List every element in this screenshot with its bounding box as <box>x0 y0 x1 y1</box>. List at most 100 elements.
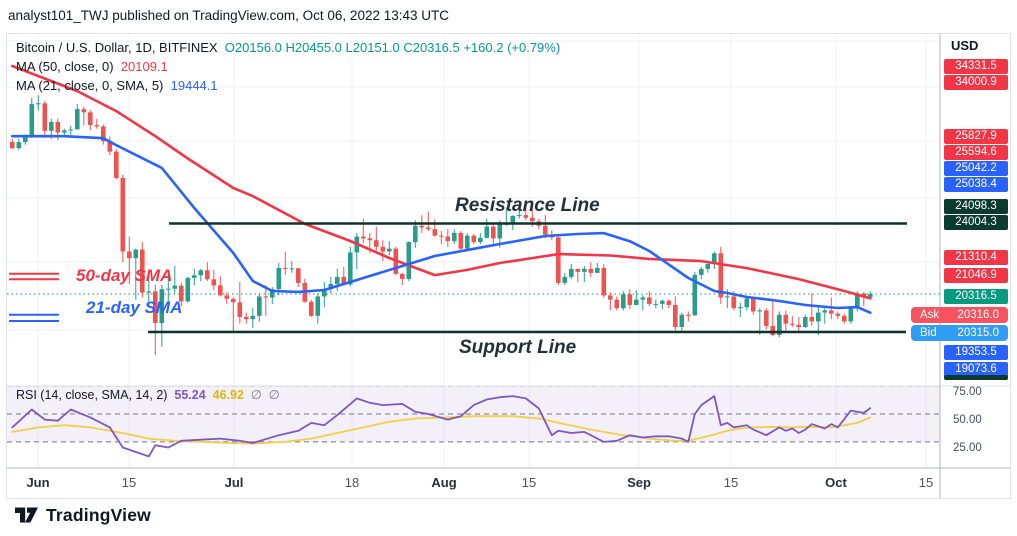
chart-plot-area[interactable] <box>7 34 1010 498</box>
candle-body <box>738 307 743 309</box>
rsi-label: RSI (14, close, SMA, 14, 2) <box>16 388 168 402</box>
candle-body <box>725 296 730 298</box>
ma50-value: 20109.1 <box>120 59 168 74</box>
candle-body <box>380 246 386 252</box>
price-label: 25042.2 <box>944 160 1008 176</box>
symbol-legend-row[interactable]: Bitcoin / U.S. Dollar, 1D, BITFINEX O201… <box>16 39 560 57</box>
candle-body <box>309 301 314 316</box>
time-axis-label: 15 <box>121 475 137 490</box>
candle-body <box>692 274 698 316</box>
candle-body <box>835 313 841 316</box>
rsi-empty-icon: ∅ <box>268 388 280 402</box>
candle-body <box>114 151 119 178</box>
ma50-legend-row[interactable]: MA (50, close, 0) 20109.1 <box>16 58 560 76</box>
rsi-scale-label: 75.00 <box>953 386 982 398</box>
candle-body <box>764 310 769 326</box>
candle-body <box>627 294 633 305</box>
rsi-legend-row[interactable]: RSI (14, close, SMA, 14, 2) 55.24 46.92 … <box>16 387 280 402</box>
candle-body <box>582 268 587 272</box>
candle-body <box>185 277 191 302</box>
candle-body <box>439 235 444 237</box>
chart-container[interactable]: Bitcoin / U.S. Dollar, 1D, BITFINEX O201… <box>6 33 1011 499</box>
ask-price-label: Ask 20316.0 <box>911 306 1008 323</box>
candle-body <box>757 310 763 312</box>
candle-body <box>348 252 353 285</box>
time-axis-label: 15 <box>521 475 537 490</box>
candle-body <box>140 249 145 293</box>
candle-body <box>419 225 425 228</box>
candle-body <box>614 299 620 309</box>
candle-body <box>829 310 834 314</box>
rsi-value: 55.24 <box>174 388 206 402</box>
candle-body <box>517 215 522 217</box>
candle-body <box>237 302 243 317</box>
candle-body <box>296 268 301 283</box>
candle-body <box>127 251 132 259</box>
time-axis-label: Oct <box>825 475 847 490</box>
tradingview-logo-icon <box>15 507 38 523</box>
price-scale-currency[interactable]: USD <box>951 38 979 53</box>
candle-body <box>595 267 600 273</box>
ma21-value: 19444.1 <box>170 78 218 93</box>
candle-body <box>634 299 639 305</box>
candle-body <box>783 314 789 324</box>
support-line-label[interactable]: Support Line <box>459 337 577 358</box>
resistance-line-label[interactable]: Resistance Line <box>455 195 600 216</box>
sma50-annotation[interactable]: 50-day SMA <box>76 266 173 285</box>
candle-body <box>556 237 561 283</box>
candle-body <box>471 235 477 243</box>
candle-body <box>107 141 113 152</box>
candle-body <box>211 279 217 286</box>
time-axis-label: 18 <box>344 475 360 490</box>
ask-label: Ask <box>920 308 940 321</box>
chart-legend: Bitcoin / U.S. Dollar, 1D, BITFINEX O201… <box>16 39 560 96</box>
candle-body <box>809 316 815 322</box>
candle-body <box>16 142 22 149</box>
candle-body <box>68 129 74 131</box>
published-header: analyst101_TWJ published on TradingView.… <box>8 8 449 23</box>
ma21-line <box>11 134 872 315</box>
candle-body <box>231 298 236 303</box>
bid-price-label: Bid 20315.0 <box>911 324 1008 341</box>
candle-body <box>374 240 379 247</box>
candle-body <box>751 298 756 312</box>
candle-body <box>497 223 503 239</box>
price-label: 25827.9 <box>944 128 1008 144</box>
candle-body <box>23 135 28 143</box>
candle-body <box>608 295 613 300</box>
ma21-legend-row[interactable]: MA (21, close, 0, SMA, 5) 19444.1 <box>16 77 560 95</box>
time-axis-label: Jul <box>224 475 244 490</box>
candle-body <box>705 263 711 269</box>
candle-body <box>601 267 607 296</box>
footer-brand[interactable]: TradingView <box>14 504 151 526</box>
candle-body <box>361 236 366 239</box>
candle-body <box>341 276 347 285</box>
candle-body <box>283 267 288 269</box>
rsi-line <box>11 395 872 458</box>
candle-body <box>270 289 275 298</box>
support-price-label-clipped <box>944 375 1008 380</box>
candle-body <box>855 293 860 309</box>
candle-body <box>647 297 652 304</box>
candle-body <box>315 296 321 316</box>
candle-body <box>406 242 412 279</box>
candle-body <box>29 104 35 136</box>
rsi-sma-value: 46.92 <box>212 388 244 402</box>
ma50-label: MA (50, close, 0) <box>16 59 114 74</box>
candle-body <box>510 215 516 224</box>
candle-body <box>432 229 438 236</box>
candle-body <box>484 226 490 238</box>
ma21-label: MA (21, close, 0, SMA, 5) <box>16 78 164 93</box>
candle-body <box>413 225 418 243</box>
candle-body <box>718 253 724 298</box>
candle-body <box>101 126 106 142</box>
candle-body <box>49 121 54 131</box>
candle-body <box>263 296 269 298</box>
candle-body <box>679 314 685 328</box>
candle-body <box>250 315 256 320</box>
candle-body <box>452 232 457 242</box>
sma21-annotation[interactable]: 21-day SMA <box>86 298 183 317</box>
candle-body <box>367 238 373 241</box>
candle-body <box>387 248 392 252</box>
